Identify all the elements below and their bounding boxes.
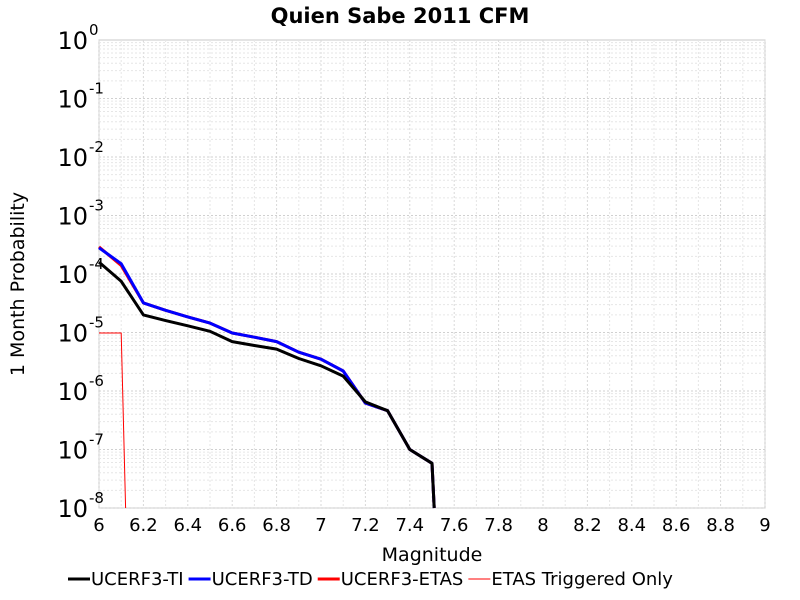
- y-tick-exponent: -8: [89, 489, 104, 507]
- x-tick-label: 7.2: [351, 515, 380, 536]
- legend-label: UCERF3-TI: [91, 569, 184, 590]
- y-tick-label: 10 0: [57, 21, 98, 55]
- x-tick-label: 7: [315, 515, 326, 536]
- y-tick-base: 10: [57, 261, 88, 289]
- y-tick-base: 10: [57, 86, 88, 114]
- x-tick-label: 6.4: [173, 515, 202, 536]
- y-tick-base: 10: [57, 378, 88, 406]
- legend-label: UCERF3-ETAS: [341, 569, 464, 590]
- legend-label: UCERF3-TD: [212, 569, 313, 590]
- y-tick-base: 10: [57, 437, 88, 465]
- x-tick-label: 8.2: [573, 515, 602, 536]
- legend-item-etas-triggered-only: ETAS Triggered Only: [468, 569, 673, 590]
- y-tick-base: 10: [57, 495, 88, 523]
- x-tick-label: 9: [759, 515, 770, 536]
- series-line-ucerf3-ti: [98, 260, 436, 509]
- legend-item-ucerf3-etas: UCERF3-ETAS: [317, 569, 464, 590]
- x-tick-label: 6.8: [262, 515, 291, 536]
- y-tick-label: 10 -8: [57, 489, 104, 523]
- chart-title: Quien Sabe 2011 CFM: [271, 4, 530, 28]
- y-tick-base: 10: [57, 27, 88, 55]
- x-axis-label: Magnitude: [382, 544, 483, 566]
- y-tick-label: 10 -2: [57, 138, 104, 172]
- y-tick-label: 10 -3: [57, 197, 104, 231]
- x-tick-label: 6: [93, 515, 104, 536]
- legend-label: ETAS Triggered Only: [491, 569, 673, 590]
- legend-item-ucerf3-td: UCERF3-TD: [188, 569, 313, 590]
- grid-lines: [98, 40, 766, 509]
- x-tick-label: 7.4: [395, 515, 424, 536]
- y-axis-label: 1 Month Probability: [7, 192, 29, 376]
- y-tick-label: 10 -7: [57, 431, 104, 465]
- y-tick-exponent: 0: [89, 21, 99, 39]
- series-layer: [98, 245, 436, 509]
- y-tick-base: 10: [57, 144, 88, 172]
- x-tick-labels: 6 6.2 6.4 6.6 6.8 7 7.2 7.4 7.6 7.8 8 8.2 8.4 8.6 8.8 9: [93, 515, 770, 536]
- y-tick-exponent: -2: [89, 138, 104, 156]
- y-tick-base: 10: [57, 320, 88, 348]
- y-tick-exponent: -3: [89, 197, 104, 215]
- x-tick-label: 6.6: [218, 515, 247, 536]
- y-tick-label: 10 -6: [57, 372, 104, 406]
- x-tick-label: 7.6: [440, 515, 469, 536]
- y-tick-label: 10 -1: [57, 80, 104, 114]
- legend-item-ucerf3-ti: UCERF3-TI: [68, 569, 184, 590]
- y-tick-exponent: -6: [89, 372, 104, 390]
- x-tick-label: 8: [537, 515, 548, 536]
- x-tick-label: 7.8: [484, 515, 513, 536]
- y-tick-base: 10: [57, 203, 88, 231]
- y-tick-exponent: -4: [89, 255, 104, 273]
- y-tick-label: 10 -4: [57, 255, 104, 289]
- y-tick-exponent: -1: [89, 80, 104, 98]
- legend: UCERF3-TI UCERF3-TD UCERF3-ETAS ETAS Trigge…: [68, 569, 673, 590]
- y-tick-exponent: -5: [89, 314, 104, 332]
- series-line-etas-triggered-only: [99, 332, 127, 509]
- x-tick-label: 8.6: [662, 515, 691, 536]
- y-tick-exponent: -7: [89, 431, 104, 449]
- x-tick-label: 8.4: [617, 515, 646, 536]
- y-tick-label: 10 -5: [57, 314, 104, 348]
- x-tick-label: 8.8: [706, 515, 735, 536]
- x-tick-label: 6.2: [129, 515, 158, 536]
